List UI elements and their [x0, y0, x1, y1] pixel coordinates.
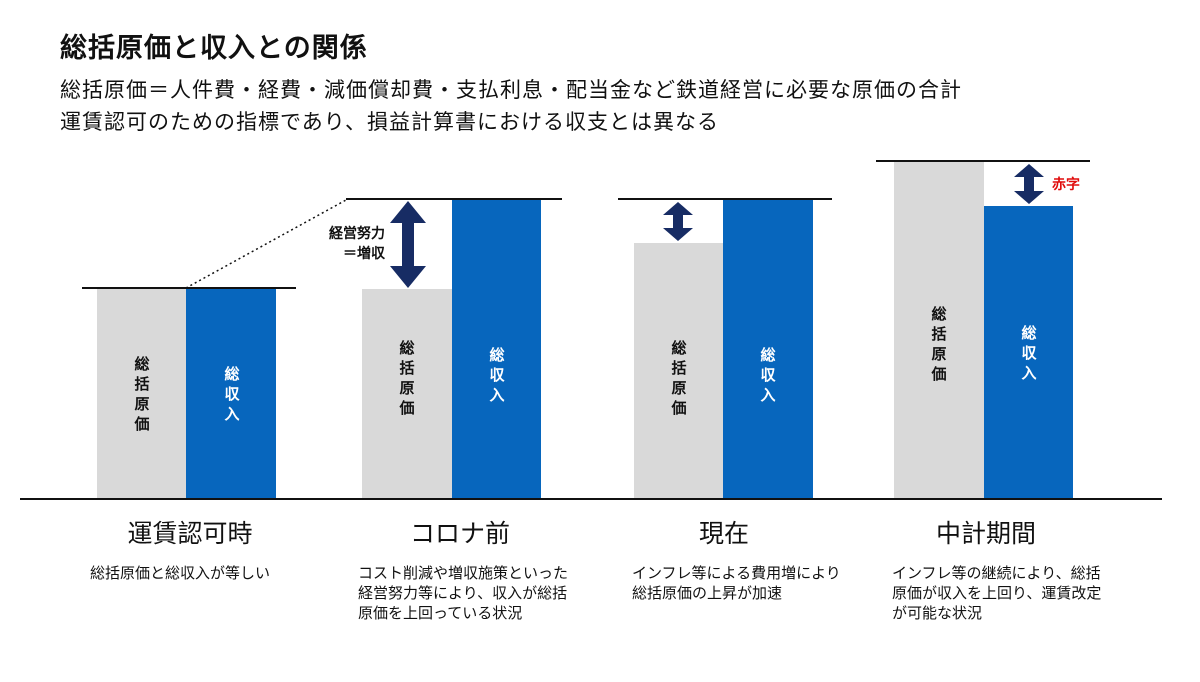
cost-bar-label-2: 総括原価: [399, 339, 415, 417]
revenue-bar-3: [723, 200, 813, 499]
revenue-bar-label-3: 総収入: [760, 346, 776, 404]
double-arrow-icon-current: [663, 202, 693, 241]
revenue-bar-1: [186, 289, 276, 499]
level-line-4: [876, 160, 1090, 162]
level-line-2: [346, 198, 562, 200]
cost-bar-label-4: 総括原価: [931, 305, 947, 383]
effort-annotation-line-2: ＝増収: [343, 246, 385, 262]
cost-bar-label-1: 総括原価: [134, 355, 150, 433]
subtitle-line-1: 総括原価＝人件費・経費・減価償却費・支払利息・配当金など鉄道経営に必要な原価の合…: [60, 78, 962, 102]
period-description-current: インフレ等による費用増により総括原価の上昇が加速: [632, 564, 841, 602]
period-title-pre-covid: コロナ前: [409, 519, 510, 548]
effort-annotation-line-1: 経営努力: [329, 226, 385, 242]
period-description-approval: 総括原価と総収入が等しい: [90, 564, 271, 582]
cost-bar-4: [894, 162, 984, 499]
slide-title: 総括原価と収入との関係: [60, 33, 368, 64]
cost-bar-1: [97, 289, 186, 499]
period-title-current: 現在: [698, 519, 749, 548]
baseline-axis: [20, 498, 1162, 500]
double-arrow-icon-deficit: [1014, 164, 1044, 204]
period-description-pre-covid: コスト削減や増収施策といった経営努力等により、収入が総括原価を上回っている状況: [358, 564, 569, 622]
revenue-bar-label-2: 総収入: [489, 346, 505, 404]
cost-bar-3: [634, 243, 723, 499]
revenue-bar-2: [452, 200, 541, 499]
deficit-label: 赤字: [1052, 177, 1080, 193]
cost-bar-2: [362, 289, 452, 499]
period-title-midterm-plan: 中計期間: [935, 519, 1036, 548]
revenue-bar-label-1: 総収入: [224, 365, 240, 423]
revenue-bar-4: [984, 206, 1073, 499]
revenue-bar-label-4: 総収入: [1021, 324, 1037, 382]
period-title-approval: 運賃認可時: [127, 519, 253, 548]
cost-bar-label-3: 総括原価: [671, 339, 687, 417]
subtitle-line-2: 運賃認可のための指標であり、損益計算書における収支とは異なる: [60, 110, 719, 134]
level-line-3: [618, 198, 832, 200]
period-description-midterm-plan: インフレ等の継続により、総括原価が収入を上回り、運賃改定が可能な状況: [892, 564, 1102, 622]
double-arrow-icon-effort: [390, 201, 426, 288]
level-line-1: [82, 287, 296, 289]
